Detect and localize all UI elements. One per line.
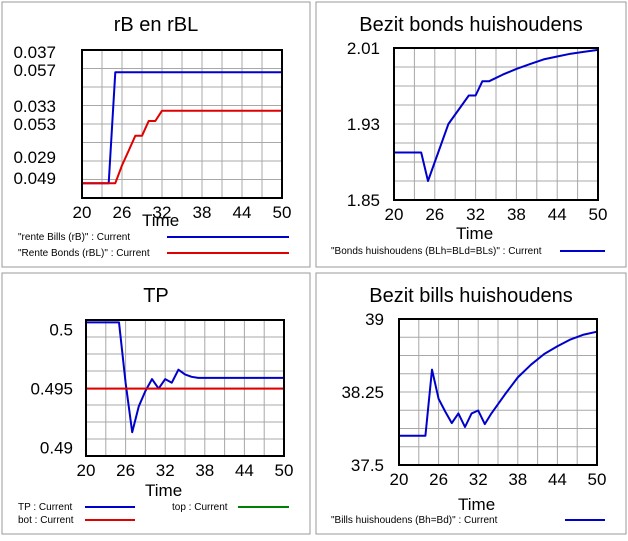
x-tick-label: 26	[425, 205, 444, 224]
x-axis-title: Time	[145, 481, 182, 500]
chart-panel-3: TP 20 26 32 38 44 50 Time 0.5 0.495 0.49 TP : Curre…	[1, 272, 311, 535]
x-tick-label: 32	[156, 461, 175, 480]
legend-label: top : Current	[172, 502, 228, 513]
plot-area-frame	[81, 49, 283, 199]
x-tick-label: 50	[275, 461, 294, 480]
x-axis: 20 26 32 38 44 50 Time	[77, 461, 294, 500]
x-tick-label: 50	[588, 470, 607, 489]
plot-area-frame	[393, 47, 599, 201]
legend: "Bonds huishoudens (BLh=BLd=BLs)" : Curr…	[331, 246, 605, 257]
y-tick-label: 0.033	[13, 97, 56, 116]
legend: "rente Bills (rB)" : Current "Rente Bonds…	[18, 232, 289, 259]
series-line-1	[399, 330, 598, 437]
x-axis: 20 26 32 38 44 50 Time	[385, 205, 608, 243]
y-tick-label: 0.5	[49, 320, 73, 339]
x-tick-label: 20	[385, 205, 404, 224]
y-tick-label: 38.25	[341, 383, 384, 402]
grid	[82, 50, 282, 198]
plot-area-frame	[398, 318, 598, 466]
y-tick-label: 0.053	[13, 115, 56, 134]
legend: TP : Current bot : Current top : Current	[18, 502, 289, 526]
legend-label: TP : Current	[18, 502, 72, 513]
x-axis-title: Time	[142, 211, 179, 230]
y-axis: 0.5 0.495 0.49	[30, 320, 73, 457]
y-tick-label: 0.029	[13, 148, 56, 167]
x-tick-label: 38	[193, 203, 212, 222]
y-tick-label: 37.5	[351, 456, 384, 475]
x-tick-label: 32	[153, 203, 172, 222]
x-tick-label: 38	[195, 461, 214, 480]
x-tick-label: 20	[73, 203, 92, 222]
x-tick-label: 44	[233, 203, 252, 222]
legend: "Bills huishoudens (Bh=Bd)" : Current	[331, 515, 605, 526]
panel-frame	[1, 272, 311, 535]
y-tick-label: 0.057	[13, 61, 56, 80]
x-tick-label: 44	[235, 461, 254, 480]
x-tick-label: 20	[77, 461, 96, 480]
y-tick-label: 0.495	[30, 380, 73, 399]
series-group	[394, 48, 599, 182]
series-line-1	[394, 48, 599, 182]
x-axis-title: Time	[458, 495, 495, 514]
x-tick-label: 44	[548, 205, 567, 224]
chart-title: Bezit bills huishoudens	[369, 285, 572, 307]
panel-frame	[315, 1, 627, 268]
legend-label: "Bonds huishoudens (BLh=BLd=BLs)" : Curr…	[331, 246, 542, 257]
x-tick-label: 26	[113, 203, 132, 222]
legend-label: bot : Current	[18, 515, 74, 526]
x-tick-label: 32	[469, 470, 488, 489]
x-tick-label: 20	[390, 470, 409, 489]
series-group	[82, 71, 282, 185]
panel-frame	[1, 1, 311, 268]
legend-label: "rente Bills (rB)" : Current	[18, 232, 130, 243]
x-tick-label: 38	[508, 470, 527, 489]
y-axis: 39 38.25 37.5	[341, 310, 384, 475]
series-line-1	[86, 321, 284, 434]
x-axis: 20 26 32 38 44 50 Time	[73, 203, 292, 230]
chart-title: Bezit bonds huishoudens	[359, 14, 583, 36]
panel-frame	[315, 272, 627, 535]
legend-label: "Rente Bonds (rBL)" : Current	[18, 248, 150, 259]
x-tick-label: 32	[466, 205, 485, 224]
plot-area-frame	[85, 319, 285, 457]
y-axis: 2.01 1.93 1.85	[347, 39, 380, 210]
series-group	[86, 321, 284, 434]
y-tick-label: 0.037	[13, 43, 56, 62]
x-tick-label: 38	[507, 205, 526, 224]
legend-label: "Bills huishoudens (Bh=Bd)" : Current	[331, 515, 498, 526]
y-tick-label: 1.85	[347, 191, 380, 210]
series-line-2	[82, 109, 282, 185]
x-axis-title: Time	[456, 224, 493, 243]
x-tick-label: 50	[273, 203, 292, 222]
y-tick-label: 0.49	[40, 439, 73, 458]
x-tick-label: 44	[548, 470, 567, 489]
chart-panel-4: Bezit bills huishoudens 20 26 32 38 44 50 Time 3…	[315, 272, 627, 535]
x-tick-label: 50	[589, 205, 608, 224]
x-axis: 20 26 32 38 44 50 Time	[390, 470, 607, 514]
y-tick-label: 0.049	[13, 169, 56, 188]
y-tick-label: 1.93	[347, 115, 380, 134]
chart-title: TP	[143, 285, 169, 307]
chart-title: rB en rBL	[114, 14, 198, 36]
x-tick-label: 26	[429, 470, 448, 489]
y-tick-label: 39	[365, 310, 384, 329]
y-tick-label: 2.01	[347, 39, 380, 58]
x-tick-label: 26	[116, 461, 135, 480]
series-group	[399, 330, 598, 437]
